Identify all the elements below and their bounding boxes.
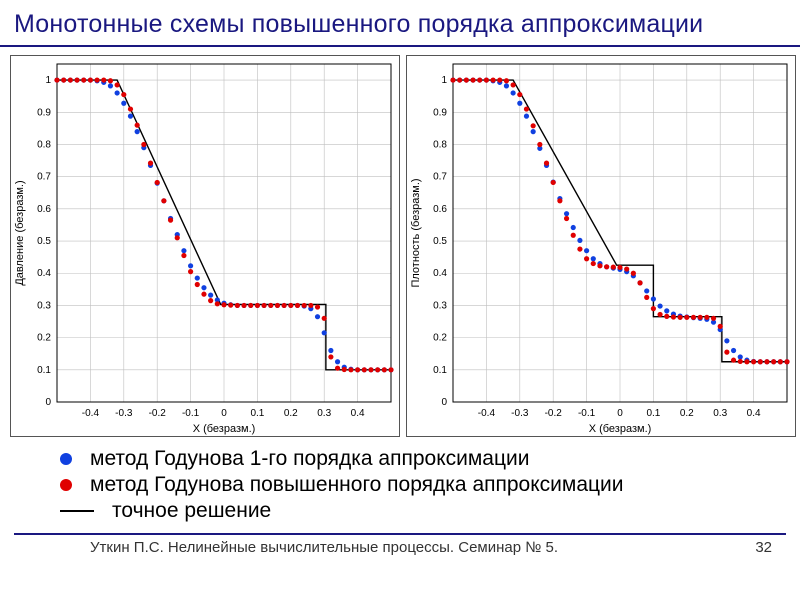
svg-text:0: 0 <box>441 397 447 408</box>
svg-text:0.8: 0.8 <box>37 139 51 150</box>
svg-text:X (безразм.): X (безразм.) <box>589 423 652 435</box>
svg-text:0.7: 0.7 <box>37 172 51 183</box>
svg-text:-0.3: -0.3 <box>115 408 133 419</box>
svg-text:0.2: 0.2 <box>37 333 51 344</box>
svg-text:-0.3: -0.3 <box>511 408 529 419</box>
page-number: 32 <box>755 539 772 556</box>
svg-text:0.6: 0.6 <box>37 204 51 215</box>
charts-row: -0.4 -0.3 -0.2 -0.1 0 0.1 0.2 0.3 0.4 0 0.1 0.2 0.3 0… <box>0 47 800 437</box>
svg-text:0.8: 0.8 <box>433 139 447 150</box>
legend-dot-red <box>60 479 72 491</box>
chart-density: -0.4 -0.3 -0.2 -0.1 0 0.1 0.2 0.3 0.4 0 0.1 0.2 0.3 0… <box>406 55 796 437</box>
svg-text:0.3: 0.3 <box>37 300 51 311</box>
svg-text:0.4: 0.4 <box>433 268 447 279</box>
svg-text:0.3: 0.3 <box>433 300 447 311</box>
legend-label-red: метод Годунова повышенного порядка аппро… <box>90 473 624 497</box>
svg-text:0.4: 0.4 <box>351 408 365 419</box>
svg-text:0.3: 0.3 <box>713 408 727 419</box>
svg-text:Плотность (безразм.): Плотность (безразм.) <box>410 178 422 287</box>
chart-pressure: -0.4 -0.3 -0.2 -0.1 0 0.1 0.2 0.3 0.4 0 0.1 0.2 0.3 0… <box>10 55 400 437</box>
svg-text:0: 0 <box>221 408 227 419</box>
svg-text:0.1: 0.1 <box>250 408 264 419</box>
svg-text:0.1: 0.1 <box>433 365 447 376</box>
svg-text:-0.2: -0.2 <box>149 408 167 419</box>
svg-text:0.5: 0.5 <box>433 236 447 247</box>
slide: Монотонные схемы повышенного порядка апп… <box>0 0 800 600</box>
svg-text:0.4: 0.4 <box>37 268 51 279</box>
svg-text:-0.4: -0.4 <box>478 408 496 419</box>
svg-text:0.2: 0.2 <box>433 333 447 344</box>
svg-text:0.5: 0.5 <box>37 236 51 247</box>
svg-text:0: 0 <box>617 408 623 419</box>
svg-text:0.7: 0.7 <box>433 172 447 183</box>
legend-item-red: метод Годунова повышенного порядка аппро… <box>60 473 740 497</box>
page-title: Монотонные схемы повышенного порядка апп… <box>0 0 800 47</box>
legend-label-blue: метод Годунова 1-го порядка аппроксимаци… <box>90 447 529 471</box>
legend-dot-blue <box>60 453 72 465</box>
footer-text: Уткин П.С. Нелинейные вычислительные про… <box>90 539 558 556</box>
svg-text:0.4: 0.4 <box>747 408 761 419</box>
svg-text:0: 0 <box>45 397 51 408</box>
svg-text:-0.1: -0.1 <box>182 408 200 419</box>
svg-text:0.3: 0.3 <box>317 408 331 419</box>
svg-text:-0.1: -0.1 <box>578 408 596 419</box>
svg-text:0.1: 0.1 <box>646 408 660 419</box>
svg-text:0.2: 0.2 <box>680 408 694 419</box>
legend-item-exact: точное решение <box>60 499 740 523</box>
legend-item-blue: метод Годунова 1-го порядка аппроксимаци… <box>60 447 740 471</box>
svg-text:0.2: 0.2 <box>284 408 298 419</box>
footer: Уткин П.С. Нелинейные вычислительные про… <box>0 535 800 560</box>
svg-text:0.9: 0.9 <box>37 107 51 118</box>
svg-text:Давление (безразм.): Давление (безразм.) <box>14 180 26 285</box>
svg-text:1: 1 <box>45 75 51 86</box>
svg-text:0.9: 0.9 <box>433 107 447 118</box>
svg-text:X (безразм.): X (безразм.) <box>193 423 256 435</box>
legend-line-icon <box>60 510 94 512</box>
legend: метод Годунова 1-го порядка аппроксимаци… <box>0 437 800 523</box>
svg-text:-0.2: -0.2 <box>545 408 563 419</box>
svg-text:0.1: 0.1 <box>37 365 51 376</box>
legend-label-exact: точное решение <box>112 499 271 523</box>
svg-text:-0.4: -0.4 <box>82 408 100 419</box>
svg-text:1: 1 <box>441 75 447 86</box>
svg-text:0.6: 0.6 <box>433 204 447 215</box>
